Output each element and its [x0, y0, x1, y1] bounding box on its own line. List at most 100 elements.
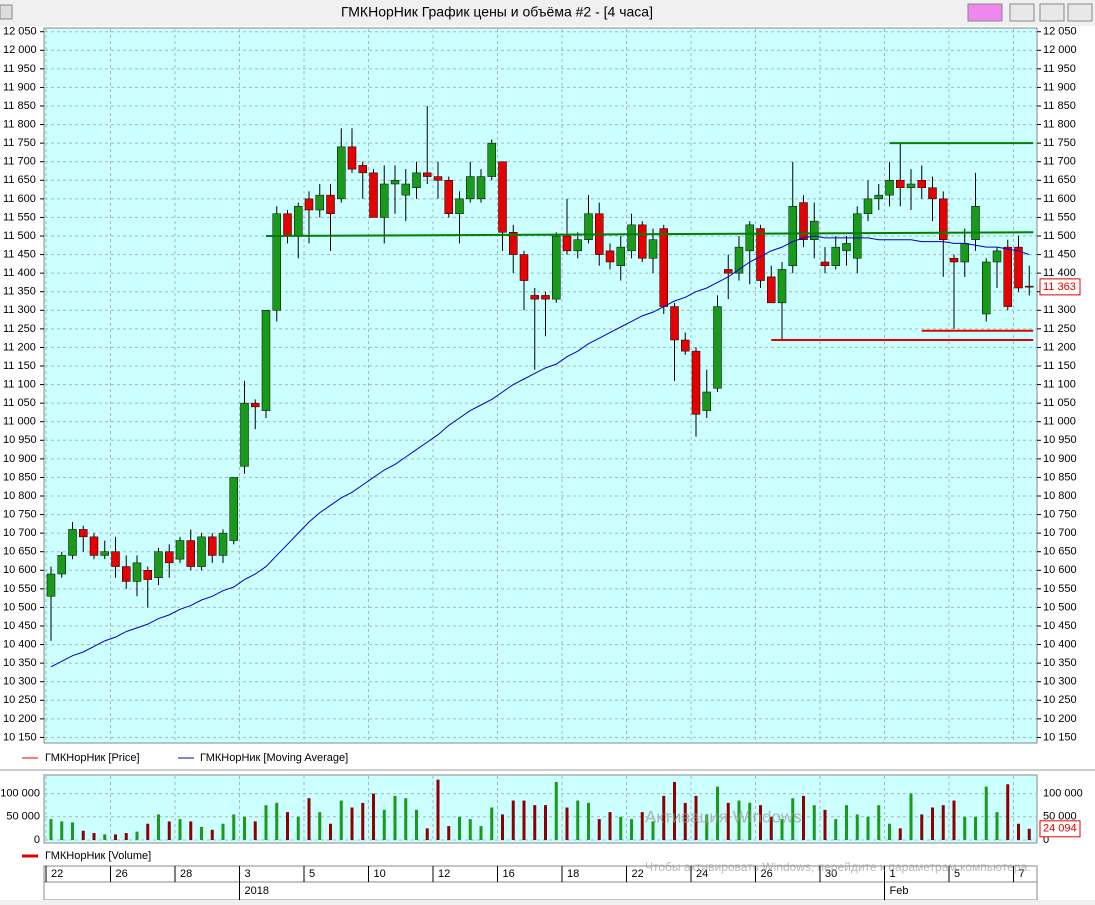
- y2-tick-label: 10 300: [1043, 676, 1077, 688]
- volume-bar: [468, 819, 472, 840]
- candle-body: [315, 194, 324, 211]
- legend-price: ГМКНорНик [Price]: [45, 752, 140, 764]
- volume-bar: [834, 819, 838, 840]
- volume-bar: [941, 805, 945, 840]
- date-label: 10: [374, 868, 386, 880]
- price-pane: [43, 27, 1038, 744]
- volume-bar: [511, 800, 515, 840]
- link-button[interactable]: [967, 3, 1003, 22]
- y-tick-label: 11 350: [3, 286, 36, 298]
- date-label: 22: [51, 868, 63, 880]
- y2-tick-label: 12 050: [1043, 26, 1077, 38]
- y2-tick-label: 10 600: [1043, 564, 1077, 576]
- volume-tick-label: 100 000: [0, 787, 40, 799]
- volume-bar: [253, 821, 257, 840]
- close-button[interactable]: [1067, 3, 1093, 22]
- candle-body: [487, 142, 496, 177]
- candle-body: [122, 566, 131, 582]
- volume-bar: [877, 805, 881, 840]
- candle-body: [326, 194, 335, 214]
- candle-body: [745, 224, 754, 252]
- candle-body: [896, 180, 905, 188]
- volume-bar: [759, 805, 762, 840]
- volume-bar: [920, 814, 924, 840]
- candle-body: [132, 562, 142, 582]
- y-tick-label: 10 800: [3, 490, 37, 502]
- candle-body: [702, 391, 711, 411]
- y-tick-label: 10 350: [3, 657, 37, 669]
- candle-body: [552, 235, 561, 300]
- date-label: 3: [245, 868, 251, 880]
- candle-body: [304, 198, 314, 211]
- candle-body: [240, 402, 249, 467]
- candle-body: [423, 172, 432, 177]
- date-label: 18: [567, 868, 579, 880]
- minimize-button[interactable]: [1009, 3, 1035, 22]
- maximize-button[interactable]: [1039, 3, 1065, 22]
- volume-bar: [264, 805, 268, 840]
- candle-body: [57, 555, 66, 575]
- y2-tick-label: 10 200: [1043, 713, 1077, 725]
- volume-bar: [995, 812, 999, 840]
- volume-bar: [823, 809, 827, 840]
- y-tick-label: 10 700: [3, 527, 37, 539]
- volume-bar: [103, 834, 107, 840]
- y2-tick-label: 10 350: [1043, 657, 1077, 669]
- window-title: ГМКНорНик График цены и объёма #2 - [4 ч…: [341, 4, 653, 20]
- last-price-box: [1039, 278, 1081, 296]
- volume-bar: [565, 807, 569, 840]
- volume-bar: [232, 814, 236, 840]
- y-tick-label: 12 050: [3, 26, 37, 38]
- volume-bar: [619, 816, 623, 840]
- y2-tick-label: 11 300: [1043, 304, 1076, 316]
- volume-bar: [243, 816, 246, 840]
- y2-tick-label: 11 550: [1043, 211, 1076, 223]
- y-tick-label: 11 050: [3, 397, 36, 409]
- candle-body: [509, 232, 518, 255]
- candle-body: [498, 161, 507, 233]
- volume-bar: [597, 819, 601, 840]
- y-tick-label: 11 150: [3, 360, 36, 372]
- y-tick-label: 11 650: [3, 174, 36, 186]
- y2-tick-label: 10 450: [1043, 620, 1077, 632]
- candle-body: [982, 261, 991, 315]
- volume-bar: [275, 802, 279, 840]
- y-tick-label: 11 300: [3, 304, 36, 316]
- title-bar: [0, 0, 1095, 26]
- y-tick-label: 10 200: [3, 713, 37, 725]
- volume-tick-label-right: 100 000: [1043, 787, 1083, 799]
- candle-body: [691, 350, 701, 415]
- candle-body: [46, 573, 56, 597]
- volume-bar: [124, 833, 128, 840]
- volume-bar: [952, 800, 956, 840]
- date-label: 28: [180, 868, 192, 880]
- last-volume-label: 24 094: [1043, 823, 1077, 835]
- y-tick-label: 11 700: [3, 156, 36, 168]
- volume-bar: [114, 834, 117, 840]
- y2-tick-label: 11 450: [1043, 248, 1076, 260]
- y2-tick-label: 10 800: [1043, 490, 1077, 502]
- y-tick-label: 10 150: [3, 731, 37, 743]
- candle-body: [401, 183, 410, 196]
- volume-bar: [898, 828, 902, 840]
- date-label: 24: [696, 868, 708, 880]
- volume-bar: [479, 826, 483, 840]
- candle-body: [605, 250, 615, 263]
- y2-tick-label: 10 900: [1043, 453, 1077, 465]
- y-tick-label: 10 400: [3, 638, 37, 650]
- y-tick-label: 11 750: [3, 137, 36, 149]
- candle-body: [444, 180, 453, 214]
- candle-body: [885, 180, 894, 196]
- date-axis: [43, 865, 1038, 901]
- volume-bar: [286, 812, 289, 840]
- date-label: 16: [503, 868, 515, 880]
- candle-body: [530, 295, 539, 300]
- volume-bar: [307, 798, 311, 840]
- date-label: 26: [116, 868, 128, 880]
- candle-body: [380, 183, 389, 218]
- volume-bar: [866, 816, 870, 840]
- volume-bar: [490, 807, 494, 840]
- volume-bar: [436, 779, 440, 840]
- volume-bar: [146, 823, 150, 840]
